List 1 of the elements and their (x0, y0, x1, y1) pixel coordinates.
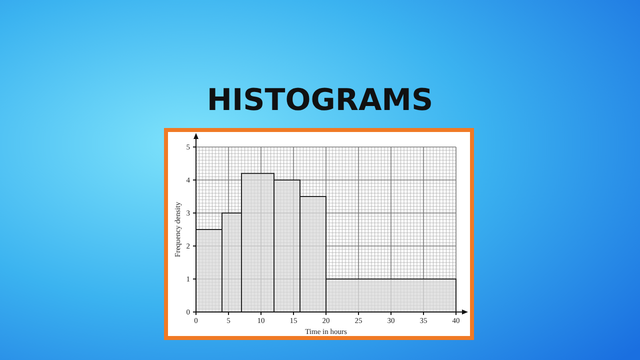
chart-title: HISTOGRAMS (206, 83, 434, 118)
